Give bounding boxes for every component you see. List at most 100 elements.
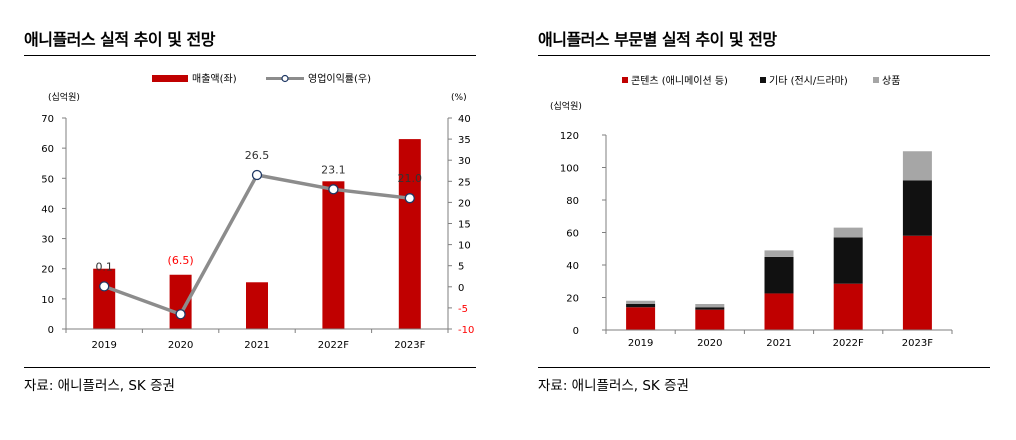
left-x-tick-label: 2023F [394, 340, 425, 351]
left-source-note: 자료: 애니플러스, SK 증권 [24, 378, 175, 394]
right-y-tick-label: 0 [458, 283, 464, 294]
margin-line: 0.1 (6.5) 26.5 23.1 21.0 [95, 149, 423, 320]
left-combo-chart: 매출액(좌) 영업이익률(우) (십억원) (%) 01020304050607… [41, 72, 474, 351]
revenue-bar [246, 282, 268, 329]
stacked-x-tick-label: 2021 [766, 338, 791, 349]
margin-data-label: 23.1 [321, 163, 346, 176]
margin-point [404, 193, 415, 204]
stacked-y-tick-label: 60 [566, 229, 579, 240]
left-y-tick-label: 70 [41, 114, 54, 125]
legend-swatch-revenue [152, 75, 188, 82]
legend-label-goods: 상품 [882, 75, 900, 87]
goods-segment [695, 304, 725, 308]
left-y-tick-label: 30 [41, 235, 54, 246]
stacked-x-tick-label: 2020 [697, 338, 722, 349]
right-y-tick-label: -5 [458, 304, 468, 315]
stacked-y-tick-label: 20 [566, 294, 579, 305]
other-segment [833, 237, 863, 284]
goods-segment [764, 250, 794, 257]
other-segment [902, 180, 932, 236]
right-chart-panel: 애니플러스 부문별 실적 추이 및 전망 콘텐츠 (애니메이션 등) 기타 (전… [528, 0, 990, 440]
margin-point [328, 184, 339, 195]
margin-point [99, 281, 110, 292]
left-chart-title: 애니플러스 실적 추이 및 전망 [24, 30, 215, 49]
left-y-tick-label: 50 [41, 174, 54, 185]
margin-point [251, 169, 263, 181]
revenue-bar [398, 139, 421, 329]
right-legend: 콘텐츠 (애니메이션 등) 기타 (전시/드라마) 상품 [622, 75, 900, 87]
left-y-tick-label: 0 [48, 325, 54, 336]
other-segment [626, 304, 656, 308]
right-source-note: 자료: 애니플러스, SK 증권 [538, 378, 689, 394]
legend-swatch-goods [873, 77, 879, 83]
segment-stacked-bars [626, 151, 932, 330]
left-x-tick-label: 2021 [244, 340, 269, 351]
revenue-bar [322, 181, 345, 329]
revenue-bars [93, 139, 421, 329]
left-y-tick-label: 40 [41, 204, 54, 215]
legend-swatch-other [760, 77, 766, 83]
right-y-tick-label: 10 [458, 241, 471, 252]
revenue-bar [93, 268, 116, 329]
right-y-tick-label: 35 [458, 135, 471, 146]
revenue-bar [169, 274, 192, 329]
stacked-x-tick-label: 2023F [902, 338, 933, 349]
left-axis-unit: (십억원) [48, 91, 80, 103]
left-y-tick-label: 20 [41, 265, 54, 276]
stacked-y-tick-label: 100 [560, 164, 579, 175]
right-chart-x-axis: 2019 2020 2021 2022F 2023F [605, 329, 953, 349]
other-segment [695, 307, 725, 310]
legend-marker-margin [281, 74, 289, 83]
stacked-y-tick-label: 40 [566, 261, 579, 272]
right-bottom-rule [538, 367, 990, 368]
right-y-tick-label: 20 [458, 198, 471, 209]
left-x-tick-label: 2022F [318, 340, 349, 351]
right-y-axis: -10 -5 0 5 10 15 20 25 30 35 40 [447, 114, 474, 336]
stacked-x-tick-label: 2022F [833, 338, 864, 349]
stacked-y-tick-label: 80 [566, 196, 579, 207]
left-y-tick-label: 60 [41, 144, 54, 155]
right-title-rule [538, 55, 990, 56]
stacked-x-tick-label: 2019 [628, 338, 653, 349]
margin-data-label: 26.5 [245, 149, 270, 162]
legend-label-other: 기타 (전시/드라마) [769, 75, 848, 87]
right-chart-y-axis: 0 20 40 60 80 100 120 [560, 131, 607, 337]
left-legend: 매출액(좌) 영업이익률(우) [152, 72, 371, 85]
right-chart-title: 애니플러스 부문별 실적 추이 및 전망 [538, 30, 777, 49]
left-x-tick-label: 2020 [168, 340, 193, 351]
right-y-tick-label: 25 [458, 177, 471, 188]
margin-data-label: 0.1 [95, 260, 113, 273]
stacked-y-tick-label: 0 [573, 326, 579, 337]
content-segment [764, 293, 794, 330]
margin-data-label: 21.0 [398, 172, 423, 185]
right-y-tick-label: 30 [458, 156, 471, 167]
right-y-tick-label: 5 [458, 262, 464, 273]
content-segment [833, 283, 863, 330]
content-segment [695, 309, 725, 330]
left-y-axis: 0 10 20 30 40 50 60 70 [41, 114, 67, 336]
left-x-tick-label: 2019 [91, 340, 116, 351]
goods-segment [833, 227, 863, 238]
left-chart-panel: 애니플러스 실적 추이 및 전망 매출액(좌) 영업이익률(우) (십억원) (… [14, 0, 476, 440]
content-segment [626, 307, 656, 330]
right-y-tick-label: -10 [458, 325, 474, 336]
goods-segment [626, 300, 656, 304]
legend-label-revenue: 매출액(좌) [192, 73, 237, 85]
left-title-rule [24, 55, 476, 56]
legend-label-content: 콘텐츠 (애니메이션 등) [631, 75, 728, 87]
content-segment [902, 235, 932, 330]
stacked-y-tick-label: 120 [560, 131, 579, 142]
right-axis-unit: (%) [451, 93, 467, 103]
legend-swatch-content [622, 77, 628, 83]
goods-segment [902, 151, 932, 181]
left-x-axis: 2019 2020 2021 2022F 2023F [65, 328, 449, 351]
other-segment [764, 256, 794, 294]
margin-point [175, 309, 186, 320]
right-chart-axis-unit: (십억원) [550, 100, 582, 112]
margin-data-label: (6.5) [168, 254, 194, 267]
right-stacked-chart: 콘텐츠 (애니메이션 등) 기타 (전시/드라마) 상품 (십억원) 0 20 40… [550, 75, 953, 349]
left-y-tick-label: 10 [41, 295, 54, 306]
right-y-tick-label: 15 [458, 220, 471, 231]
legend-label-margin: 영업이익률(우) [308, 72, 371, 85]
left-bottom-rule [24, 367, 476, 368]
